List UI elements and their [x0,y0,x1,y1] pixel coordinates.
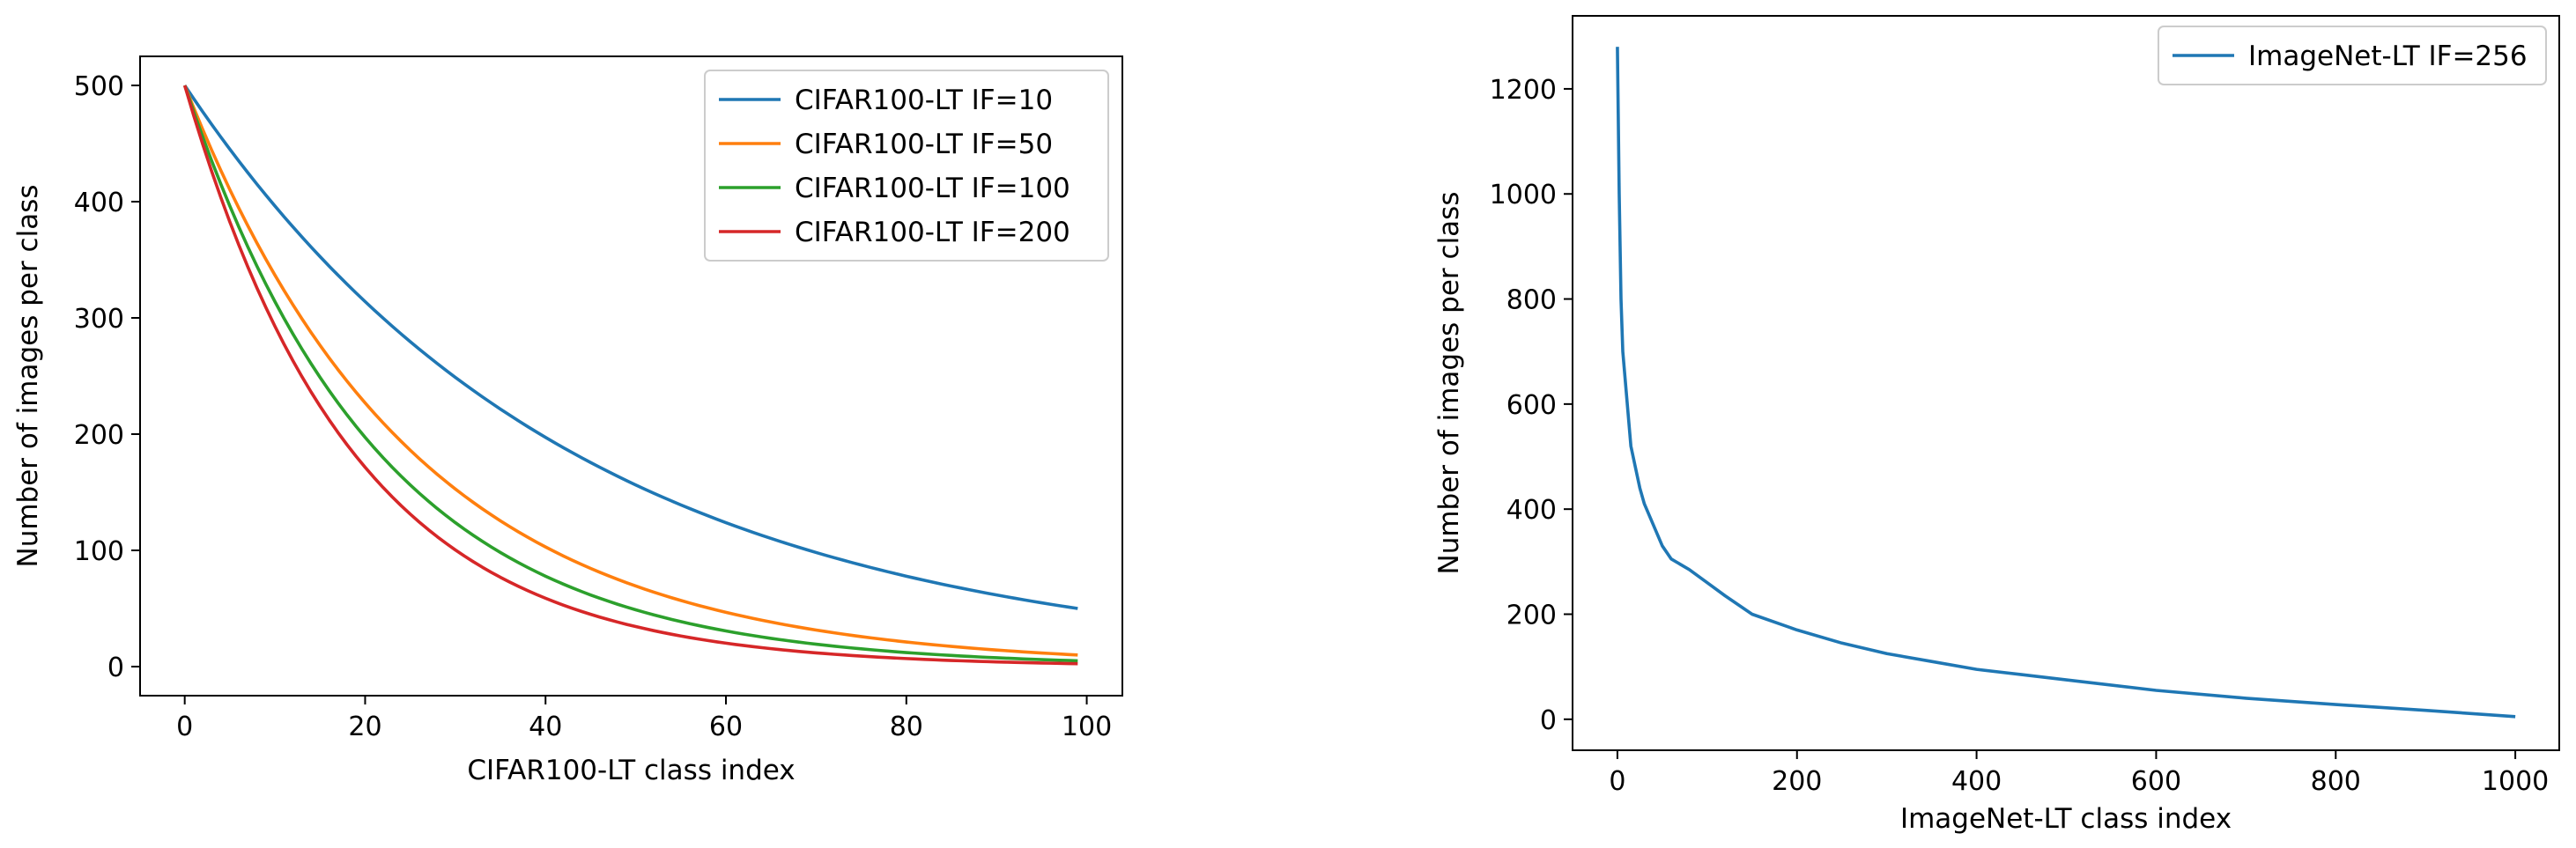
x-tick-label: 800 [2311,766,2361,797]
legend-label-2: CIFAR100-LT IF=100 [795,173,1070,204]
legend-box [704,70,1109,262]
x-tick-label: 600 [2131,766,2181,797]
x-tick-label: 20 [348,712,381,742]
x-tick-label: 60 [709,712,743,742]
x-tick-label: 100 [1062,712,1112,742]
legend-label-0: ImageNet-LT IF=256 [2248,41,2528,72]
x-axis-label: ImageNet-LT class index [1900,803,2232,835]
series-line-0-3 [182,85,1078,666]
axes-frame [139,55,1123,697]
y-tick-label: 200 [74,420,124,451]
legend-label-3: CIFAR100-LT IF=200 [795,217,1070,248]
series-line-0-0 [183,84,1078,610]
y-tick-label: 1200 [1490,75,1557,106]
x-tick-label: 0 [176,712,193,742]
legend-label-0: CIFAR100-LT IF=10 [795,85,1053,116]
series-line-0-1 [183,85,1078,657]
y-axis-label: Number of images per class [12,185,44,568]
x-tick-label: 40 [529,712,562,742]
y-tick-label: 0 [107,653,124,683]
x-tick-label: 0 [1609,766,1625,797]
y-tick-label: 400 [1506,495,1557,526]
axes-frame [1572,15,2560,751]
y-tick-label: 100 [74,536,124,567]
imagenet-chart-panel: 0 200 400 600 800 1000 0 200 400 600 800 1000 1200 Im… [1433,15,2560,835]
x-tick-label: 200 [1772,766,1822,797]
x-tick-label: 1000 [2482,766,2549,797]
legend-label-1: CIFAR100-LT IF=50 [795,129,1053,160]
series-line-0-2 [182,85,1078,663]
y-tick-label: 0 [1540,705,1557,736]
x-tick-label: 400 [1951,766,2002,797]
y-tick-label: 300 [74,304,124,335]
y-tick-label: 1000 [1490,180,1557,210]
legend-box [2158,26,2547,85]
series-line-1-0 [1616,47,2516,719]
x-axis-label: CIFAR100-LT class index [467,755,795,786]
y-tick-label: 200 [1506,600,1557,630]
x-tick-label: 80 [890,712,923,742]
y-tick-label: 500 [74,71,124,102]
y-tick-label: 800 [1506,285,1557,316]
y-tick-label: 400 [74,188,124,218]
y-axis-label: Number of images per class [1433,192,1465,575]
y-tick-label: 600 [1506,390,1557,421]
cifar-chart-panel: 0 20 40 60 80 100 0 100 200 300 400 500 CIFAR100-LT … [12,55,1123,786]
